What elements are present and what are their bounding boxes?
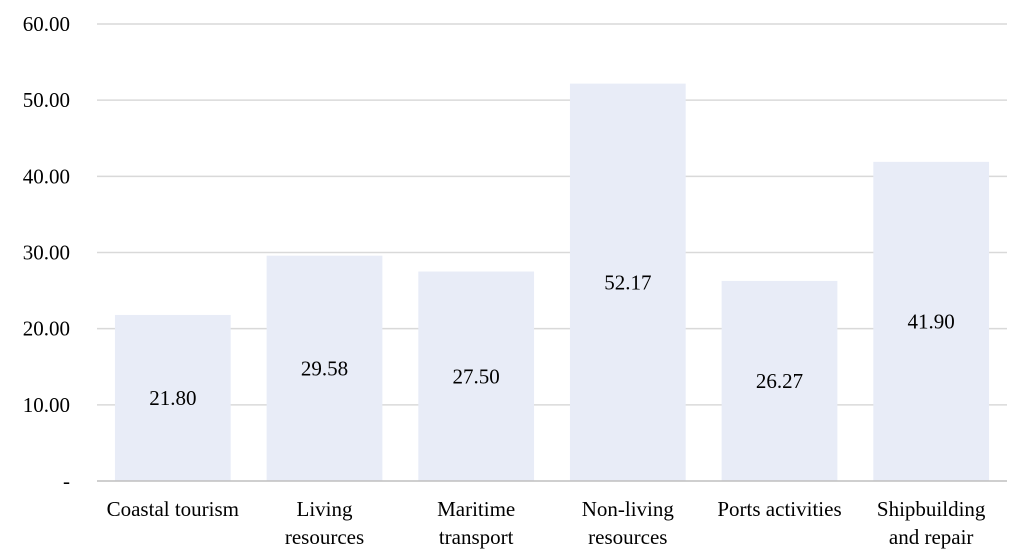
bar [721, 280, 838, 481]
x-tick-label: transport [439, 525, 514, 549]
x-tick-label: Ports activities [717, 497, 841, 521]
y-tick-label: 50.00 [23, 88, 70, 112]
x-tick-label: resources [588, 525, 667, 549]
y-axis-tick-labels: - 10.00 20.00 30.00 40.00 50.00 60.00 [23, 12, 70, 493]
bars [114, 83, 990, 482]
data-label: 41.90 [908, 309, 955, 333]
x-tick-label: Non-living [582, 497, 675, 521]
data-label: 27.50 [453, 364, 500, 388]
data-label: 52.17 [604, 270, 651, 294]
y-tick-label: - [63, 469, 70, 493]
bar [569, 83, 686, 482]
x-tick-label: resources [285, 525, 364, 549]
data-label: 26.27 [756, 369, 803, 393]
y-tick-label: 40.00 [23, 164, 70, 188]
data-label: 21.80 [149, 386, 196, 410]
data-labels: 21.80 29.58 27.50 52.17 26.27 41.90 [149, 270, 955, 410]
y-tick-label: 20.00 [23, 317, 70, 341]
bar [266, 255, 383, 481]
x-tick-label: Coastal tourism [107, 497, 239, 521]
y-tick-label: 60.00 [23, 12, 70, 36]
data-label: 29.58 [301, 356, 348, 380]
x-tick-label: and repair [889, 525, 974, 549]
y-tick-label: 30.00 [23, 241, 70, 265]
gridlines [97, 23, 1007, 406]
bar [418, 271, 535, 481]
x-tick-label: Living [297, 497, 353, 521]
bar [873, 161, 990, 481]
bar [114, 314, 231, 481]
x-tick-label: Shipbuilding [877, 497, 986, 521]
x-tick-label: Maritime [437, 497, 515, 521]
y-tick-label: 10.00 [23, 393, 70, 417]
x-axis-category-labels: Coastal tourism Living resources Maritime tr… [107, 497, 986, 549]
